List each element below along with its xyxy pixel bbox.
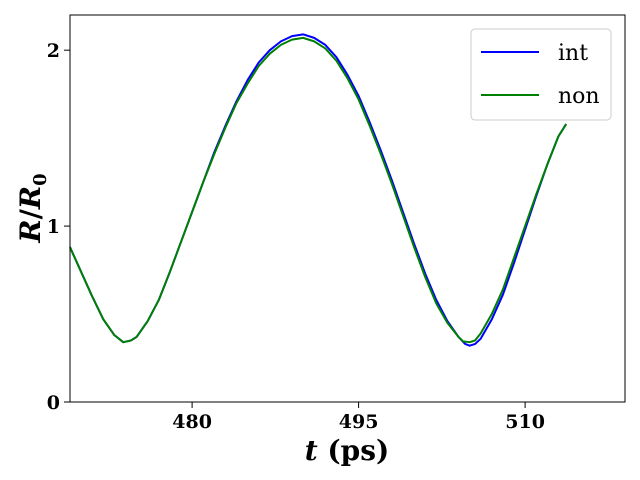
x-tick-label: 510 [505, 411, 545, 433]
series-layer [69, 33, 568, 347]
legend-label-non: non [558, 84, 600, 109]
y-tick-label: 1 [47, 216, 60, 238]
y-tick-label: 2 [47, 40, 60, 62]
x-tick-label: 480 [172, 411, 212, 433]
ticks-layer: 480 495 510 0 1 2 [47, 40, 545, 433]
plot-frame [69, 14, 626, 403]
x-tick-label: 495 [339, 411, 379, 433]
y-tick-label: 0 [47, 392, 60, 414]
x-axis-label: t (ps) [305, 434, 390, 467]
legend: int non [470, 28, 612, 121]
legend-label-int: int [558, 41, 588, 66]
y-axis-label: R/R0 [14, 173, 51, 243]
series-line-non [69, 36, 568, 344]
